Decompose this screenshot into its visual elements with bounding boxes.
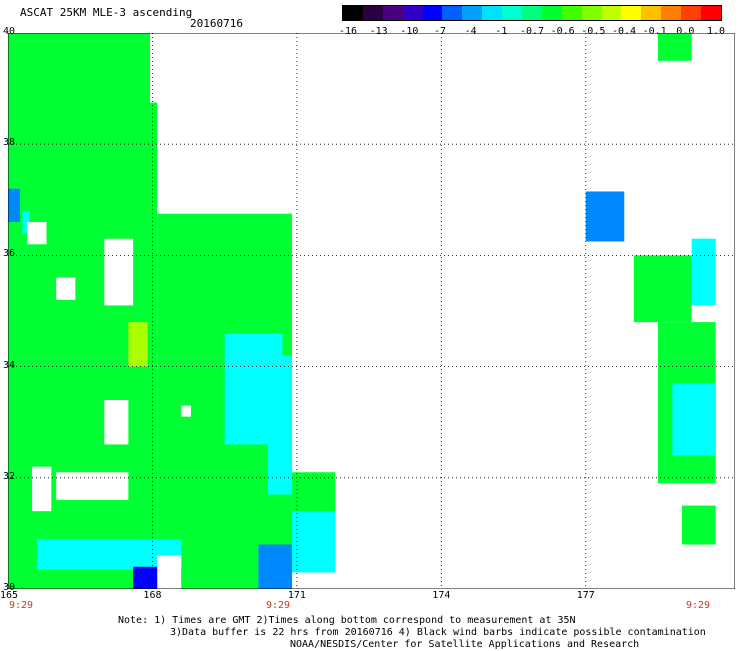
swath-cell (128, 322, 148, 367)
colorbar-segment (462, 6, 483, 20)
swath-cell (585, 191, 625, 242)
swath-cell (672, 383, 716, 456)
lon-label: 177 (576, 590, 595, 601)
colorbar (342, 5, 722, 21)
swath-cell (150, 102, 158, 589)
data-gap (56, 277, 76, 300)
colorbar-segment (621, 6, 642, 20)
colorbar-label: 0.0 (676, 26, 695, 37)
colorbar-segment (522, 6, 542, 20)
colorbar-segment (502, 6, 523, 20)
data-gap (32, 466, 52, 512)
swath-cell (682, 505, 716, 545)
colorbar-label: -7 (433, 26, 447, 37)
swath-cell (267, 355, 293, 495)
note-line-2: 3)Data buffer is 22 hrs from 20160716 4)… (170, 627, 706, 638)
colorbar-segment (362, 6, 383, 20)
colorbar-segment (482, 6, 503, 20)
time-label: 9:29 (9, 600, 34, 611)
lat-label: 34 (3, 359, 16, 371)
lat-label: 38 (3, 137, 16, 149)
swath-cell (292, 511, 336, 573)
map-grid (8, 33, 735, 589)
colorbar-label: -16 (338, 26, 358, 37)
swath-cell (22, 210, 30, 234)
colorbar-label: -10 (400, 26, 419, 37)
swath-cell (657, 33, 692, 61)
colorbar-label: -0.1 (642, 26, 667, 37)
colorbar-segment (581, 6, 602, 20)
colorbar-segment (661, 6, 682, 20)
lat-label: 36 (3, 248, 16, 260)
colorbar-segment (701, 6, 721, 20)
colorbar-segment (601, 6, 622, 20)
data-gap (157, 555, 182, 589)
colorbar-segment (561, 6, 582, 20)
lat-label: 30 (3, 582, 16, 593)
swath-cell (691, 238, 716, 306)
data-gap (104, 399, 129, 445)
data-gap (104, 238, 134, 306)
colorbar-segment (442, 6, 463, 20)
colorbar-segment (402, 6, 423, 20)
colorbar-label: -13 (369, 26, 388, 37)
chart-date: 20160716 (190, 17, 243, 30)
lon-label: 171 (287, 590, 306, 601)
note-line-1: Note: 1) Times are GMT 2)Times along bot… (118, 615, 576, 626)
colorbar-label: -0.7 (519, 26, 545, 37)
time-label: 9:29 (266, 600, 291, 611)
colorbar-label: -0.6 (550, 26, 575, 37)
lon-label: 165 (0, 590, 19, 601)
lat-label: 40 (3, 26, 16, 37)
swath-cell (8, 188, 21, 223)
colorbar-segment (422, 6, 443, 20)
map-plot (8, 33, 735, 589)
swath-cell (8, 33, 151, 589)
lon-label: 168 (143, 590, 162, 601)
lat-label: 32 (3, 470, 16, 482)
data-gap (181, 405, 191, 417)
colorbar-segment (541, 6, 562, 20)
data-gap (56, 472, 129, 501)
colorbar-label: -4 (464, 26, 477, 37)
footnote: Note: 1) Times are GMT 2)Times along bot… (118, 615, 706, 651)
note-line-3: NOAA/NESDIS/Center for Satellite Applica… (290, 639, 640, 650)
colorbar-segment (681, 6, 702, 20)
swath-cell (258, 544, 293, 589)
colorbar-label: -0.4 (611, 26, 637, 37)
colorbar-label: -1 (495, 26, 508, 37)
colorbar-segment (382, 6, 403, 20)
time-label: 9:29 (686, 600, 711, 611)
swath-cell (633, 255, 692, 323)
lon-label: 174 (432, 590, 451, 601)
data-swath (8, 33, 716, 589)
colorbar-segment (641, 6, 662, 20)
colorbar-label: -0.5 (581, 26, 606, 37)
colorbar-label: 1.0 (706, 26, 726, 37)
colorbar-segment (343, 6, 363, 20)
data-gap (27, 222, 47, 245)
chart-title: ASCAT 25KM MLE-3 ascending (20, 6, 193, 19)
